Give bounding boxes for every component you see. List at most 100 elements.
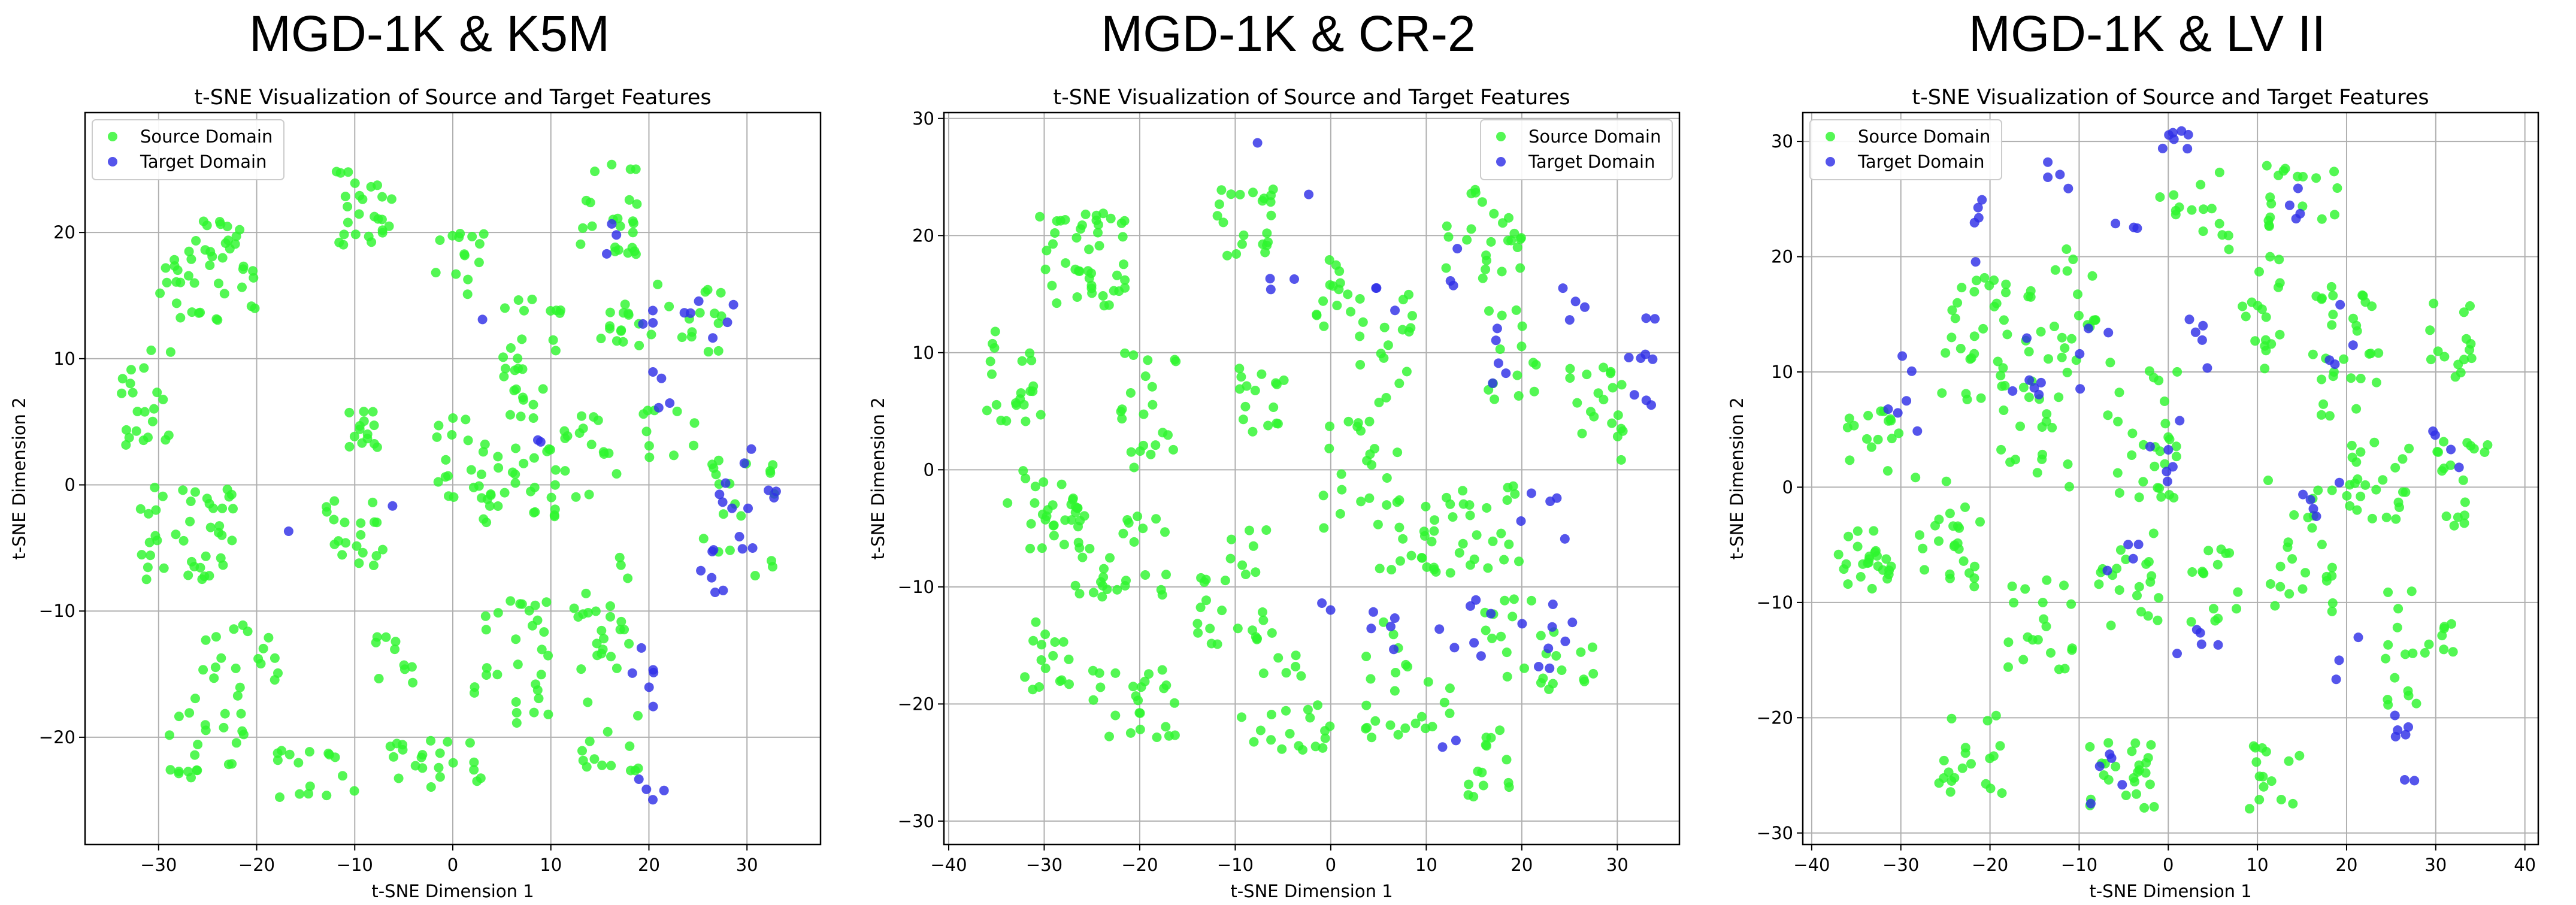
data-point [1233, 623, 1243, 634]
data-point [510, 478, 520, 488]
data-point [613, 245, 623, 255]
data-point [597, 760, 607, 770]
data-point [1534, 662, 1543, 671]
legend-box [1480, 119, 1673, 180]
x-tick-label: 0 [447, 855, 458, 875]
data-point [2339, 354, 2349, 364]
data-point [2132, 223, 2142, 233]
y-tick-label: 30 [1771, 131, 1793, 152]
data-point [1102, 585, 1112, 594]
data-point [585, 736, 595, 746]
data-point [1490, 394, 1500, 404]
data-point [1257, 369, 1267, 379]
data-point [1421, 501, 1431, 511]
data-point [1906, 366, 1917, 376]
data-point [1093, 220, 1103, 230]
data-point [2390, 462, 2401, 473]
series-source [117, 159, 779, 802]
data-point [2154, 593, 2164, 603]
data-point [2024, 392, 2034, 402]
data-point [1844, 413, 1854, 423]
data-point [474, 258, 484, 268]
data-point [2453, 359, 2463, 370]
data-point [721, 478, 731, 488]
data-point [765, 466, 775, 476]
data-point [500, 488, 510, 498]
data-point [1872, 551, 1882, 561]
data-point [708, 333, 718, 343]
data-point [337, 550, 347, 560]
data-point [2036, 377, 2046, 388]
data-point [607, 219, 617, 229]
data-point [2213, 640, 2223, 650]
data-point [1317, 598, 1327, 608]
data-point [1599, 395, 1609, 405]
data-point [201, 551, 211, 561]
data-point [151, 505, 161, 515]
data-point [549, 511, 559, 522]
data-point [174, 768, 184, 779]
data-point [1048, 239, 1058, 249]
data-point [2175, 416, 2185, 426]
data-point [511, 384, 521, 394]
data-point [482, 494, 492, 504]
data-point [2331, 674, 2341, 685]
data-point [1613, 410, 1623, 420]
data-point [399, 664, 410, 674]
data-point [358, 547, 368, 558]
data-point [550, 465, 561, 475]
data-point [2186, 617, 2196, 627]
data-point [1996, 371, 2006, 381]
data-point [407, 662, 417, 672]
data-point [1560, 636, 1570, 646]
data-point [1325, 605, 1336, 615]
data-point [433, 477, 443, 487]
data-point [2115, 545, 2126, 555]
legend-label: Target Domain [1857, 152, 1984, 172]
data-point [1367, 460, 1377, 470]
data-point [2087, 271, 2097, 281]
data-point [1252, 138, 1263, 148]
data-point [1845, 455, 1855, 465]
data-point [2050, 265, 2060, 275]
data-point [144, 537, 155, 547]
data-point [482, 663, 492, 673]
data-point [991, 399, 1001, 410]
data-point [1133, 695, 1143, 706]
data-point [390, 644, 400, 655]
data-point [531, 679, 541, 689]
data-point [186, 773, 196, 783]
data-point [1948, 521, 1959, 531]
data-point [1576, 647, 1586, 657]
data-point [1964, 568, 1974, 578]
series-target [1252, 138, 1660, 752]
data-point [1969, 287, 1979, 296]
data-point [624, 638, 634, 649]
data-point [1508, 481, 1518, 491]
data-point [1486, 609, 1496, 619]
data-point [1504, 213, 1513, 223]
data-point [1077, 552, 1088, 562]
data-point [2284, 589, 2295, 599]
data-point [1016, 388, 1026, 398]
data-point [1911, 473, 1921, 483]
data-point [2066, 599, 2076, 609]
data-point [381, 632, 391, 642]
data-point [728, 299, 738, 310]
data-point [2439, 644, 2449, 655]
legend: Source Domain Target Domain [1809, 119, 2002, 180]
data-point [1501, 368, 1511, 379]
data-point [1325, 280, 1335, 290]
data-point [2466, 353, 2477, 364]
data-point [1976, 393, 1986, 403]
data-point [2114, 488, 2124, 498]
data-point [1020, 672, 1030, 682]
data-point [1366, 674, 1376, 684]
data-point [1458, 486, 1468, 496]
data-point [1502, 671, 1512, 682]
data-point [210, 662, 220, 673]
data-point [2461, 334, 2471, 344]
data-point [511, 634, 521, 644]
data-point [546, 444, 555, 455]
data-point [1624, 353, 1634, 362]
